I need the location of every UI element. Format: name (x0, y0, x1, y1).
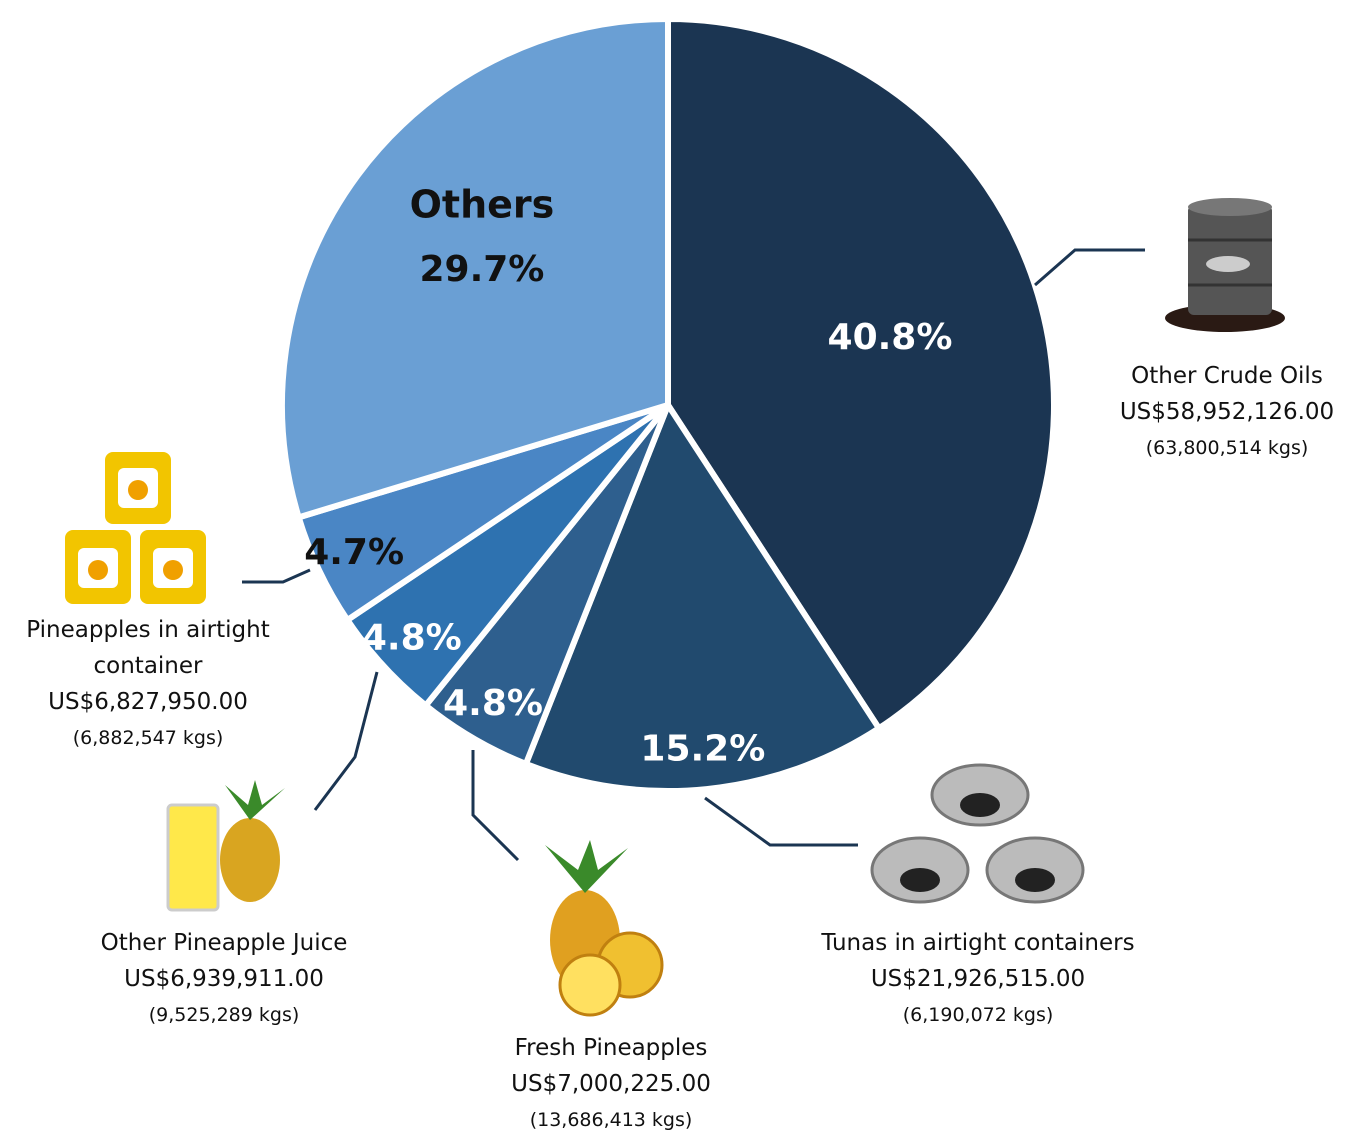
value-label: 29.7% (419, 249, 544, 290)
weight: (6,190,072 kgs) (778, 997, 1178, 1033)
leader-line (473, 750, 518, 860)
amount: US$6,827,950.00 (3, 684, 293, 720)
value-label: 40.8% (828, 317, 953, 358)
value-label: 4.8% (443, 683, 543, 724)
weight: (9,525,289 kgs) (64, 997, 384, 1033)
icon-juice (168, 780, 285, 910)
category-name: Pineapples in airtight container (3, 612, 293, 684)
leader-line (705, 798, 858, 845)
value-label: 15.2% (640, 729, 765, 770)
weight: (13,686,413 kgs) (461, 1102, 761, 1138)
weight: (6,882,547 kgs) (3, 720, 293, 756)
slice-name: Others (410, 183, 555, 227)
leader-line (242, 570, 310, 582)
leader-line (1035, 250, 1145, 285)
category-name: Fresh Pineapples (461, 1030, 761, 1066)
category-name: Other Pineapple Juice (64, 925, 384, 961)
weight: (63,800,514 kgs) (1097, 430, 1354, 466)
value-label: 4.8% (362, 618, 462, 659)
icon-fresh-pineapple (545, 840, 662, 1015)
icon-tuna-cans (872, 765, 1083, 902)
category-name: Other Crude Oils (1097, 358, 1354, 394)
leader-line (315, 672, 377, 810)
value-label: 4.7% (304, 532, 404, 573)
amount: US$58,952,126.00 (1097, 394, 1354, 430)
amount: US$21,926,515.00 (778, 961, 1178, 997)
page: 40.8%15.2%4.8%4.8%4.7%Others29.7% (() =>… (0, 0, 1354, 1135)
icon-pineapple-cans (65, 452, 206, 604)
icon-oil-barrel (1165, 198, 1285, 332)
pie (282, 19, 1054, 791)
category-name: Tunas in airtight containers (778, 925, 1178, 961)
amount: US$7,000,225.00 (461, 1066, 761, 1102)
amount: US$6,939,911.00 (64, 961, 384, 997)
